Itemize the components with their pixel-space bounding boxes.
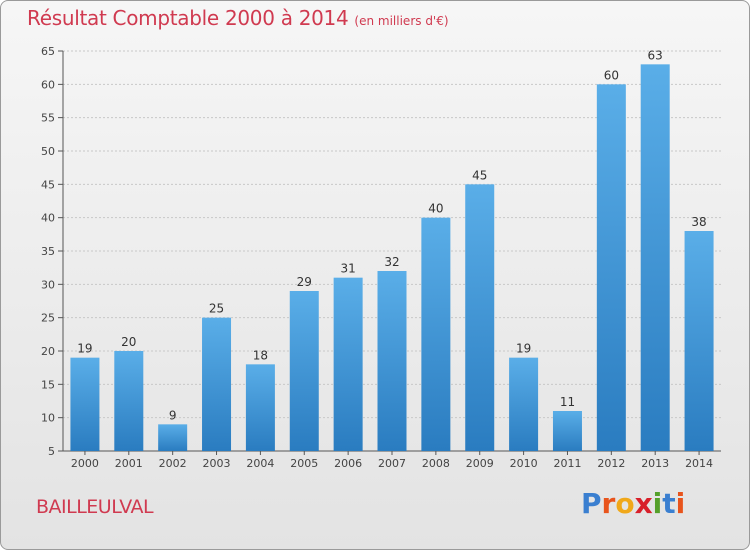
chart-title-text: Résultat Comptable 2000 à 2014 [27, 6, 349, 30]
x-tick-label-2005: 2005 [290, 457, 318, 470]
data-label-2012: 60 [604, 68, 619, 82]
data-label-2006: 31 [340, 262, 355, 276]
bar-2011 [552, 411, 582, 451]
y-axis: 5 10 15 20 25 30 35 40 45 50 55 60 65 [41, 45, 64, 458]
data-label-2011: 11 [560, 395, 575, 409]
y-tick-label: 45 [41, 178, 55, 191]
data-labels: 19 20 9 25 18 29 31 32 40 45 19 11 60 63 38 [77, 48, 706, 422]
x-tick-label-2002: 2002 [159, 457, 187, 470]
x-tick-label-2012: 2012 [597, 457, 625, 470]
data-label-2002: 9 [169, 408, 177, 422]
logo-letter: r [601, 487, 616, 520]
bar-2008 [421, 217, 451, 451]
logo-letter: i [675, 487, 686, 520]
bar-2014 [684, 231, 714, 451]
y-tick-label: 15 [41, 378, 55, 391]
y-tick-label: 50 [41, 145, 55, 158]
logo-letter: x [634, 487, 653, 520]
bar-2010 [509, 357, 539, 451]
y-tick-label: 25 [41, 312, 55, 325]
data-label-2003: 25 [209, 302, 224, 316]
data-label-2013: 63 [648, 48, 663, 62]
x-tick-label-2004: 2004 [246, 457, 274, 470]
bar-2007 [377, 271, 407, 451]
bar-2001 [114, 351, 144, 451]
y-tick-label: 35 [41, 245, 55, 258]
logo-letter: i [652, 487, 663, 520]
data-label-2010: 19 [516, 342, 531, 356]
logo-letter: o [615, 487, 635, 520]
y-tick-label: 30 [41, 278, 55, 291]
data-label-2004: 18 [253, 348, 268, 362]
x-tick-label-2008: 2008 [422, 457, 450, 470]
data-label-2008: 40 [428, 202, 443, 216]
x-tick-label-2014: 2014 [685, 457, 713, 470]
bar-2013 [640, 64, 670, 452]
data-label-2009: 45 [472, 168, 487, 182]
data-label-2014: 38 [691, 215, 706, 229]
x-tick-label-2000: 2000 [71, 457, 99, 470]
data-label-2007: 32 [384, 255, 399, 269]
x-tick-label-2010: 2010 [510, 457, 538, 470]
y-tick-label: 5 [48, 445, 55, 458]
bars [70, 64, 714, 452]
x-tick-label-2007: 2007 [378, 457, 406, 470]
logo-letter: P [581, 487, 602, 520]
logo-letter: t [662, 487, 676, 520]
bar-2002 [158, 424, 188, 451]
city-name: BAILLEULVAL [36, 496, 154, 518]
y-tick-label: 55 [41, 112, 55, 125]
bar-2004 [245, 364, 275, 451]
data-label-2000: 19 [77, 342, 92, 356]
bar-2005 [289, 291, 319, 451]
data-label-2005: 29 [297, 275, 312, 289]
bar-2003 [202, 317, 232, 451]
proxiti-logo: Proxiti [581, 487, 685, 520]
chart-unit: (en milliers d'€) [354, 14, 449, 28]
bar-2000 [70, 357, 100, 451]
y-tick-label: 20 [41, 345, 55, 358]
x-tick-label-2009: 2009 [466, 457, 494, 470]
x-axis: 2000 2001 2002 2003 2004 2005 2006 2007 2008 2009… [63, 450, 721, 470]
bar-2006 [333, 277, 363, 451]
data-label-2001: 20 [121, 335, 136, 349]
x-tick-label-2011: 2011 [553, 457, 581, 470]
x-tick-label-2003: 2003 [203, 457, 231, 470]
y-tick-label: 60 [41, 78, 55, 91]
x-tick-label-2013: 2013 [641, 457, 669, 470]
chart-title: Résultat Comptable 2000 à 2014 (en millie… [27, 6, 449, 30]
x-tick-label-2006: 2006 [334, 457, 362, 470]
x-tick-label-2001: 2001 [115, 457, 143, 470]
y-tick-label: 65 [41, 45, 55, 58]
bar-2012 [596, 84, 626, 451]
y-tick-label: 10 [41, 412, 55, 425]
bar-2009 [465, 184, 495, 452]
y-tick-label: 40 [41, 212, 55, 225]
